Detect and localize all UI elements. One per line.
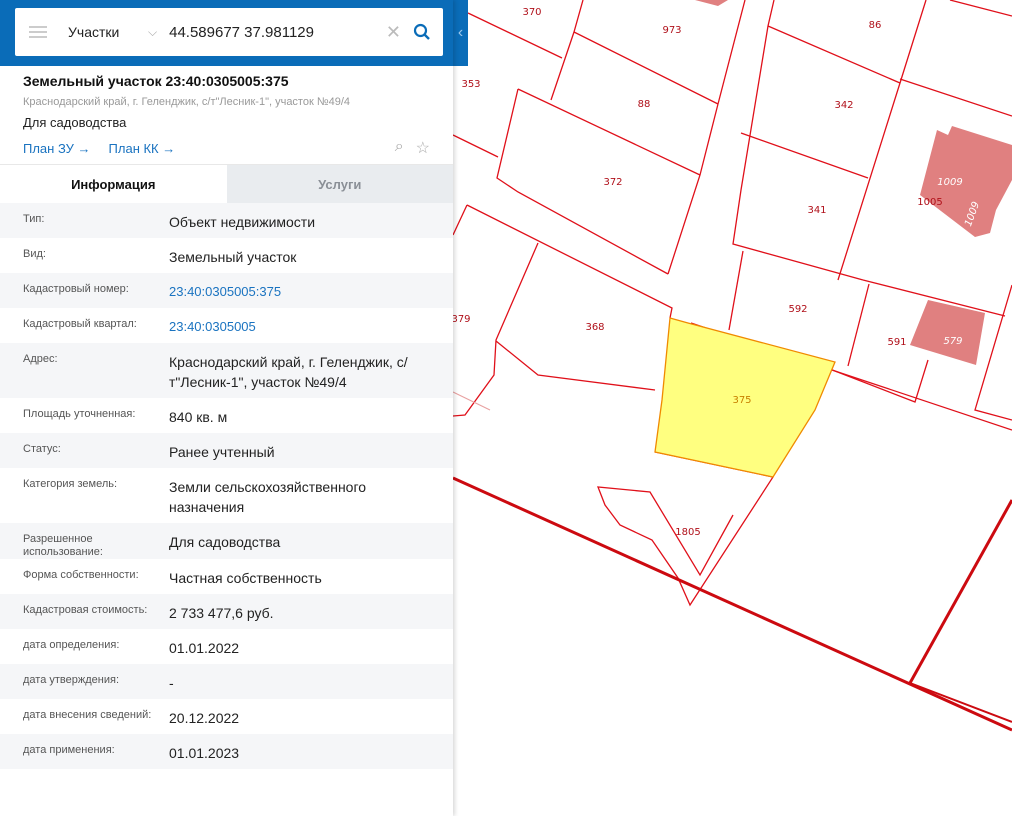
info-row: дата внесения сведений: 20.12.2022 [0, 699, 453, 734]
info-value: 2 733 477,6 руб. [169, 605, 274, 621]
clear-icon[interactable]: ✕ [385, 21, 401, 42]
info-value: Объект недвижимости [169, 214, 316, 230]
info-label: Адрес: [23, 353, 58, 365]
chevron-down-icon[interactable]: ⌵ [148, 24, 158, 39]
svg-text:579: 579 [943, 336, 962, 347]
object-title: Земельный участок 23:40:0305005:375 [23, 73, 289, 89]
info-row: дата утверждения: - [0, 664, 453, 699]
info-label: дата применения: [23, 744, 115, 756]
zoom-to-object-icon[interactable]: ⌕ [394, 138, 404, 155]
info-value: Земли сельскохозяйственного назначения [169, 479, 367, 515]
info-label: Кадастровая стоимость: [23, 604, 148, 616]
object-card: Земельный участок 23:40:0305005:375 Крас… [0, 66, 453, 158]
plan-zu-link[interactable]: План ЗУ → [23, 140, 91, 156]
svg-text:379: 379 [451, 314, 470, 325]
plan-kk-link[interactable]: План КК → [108, 140, 176, 156]
info-row: Кадастровая стоимость: 2 733 477,6 руб. [0, 594, 453, 629]
layer-select[interactable]: Участки [68, 24, 120, 40]
svg-text:88: 88 [638, 99, 651, 110]
info-row: Адрес: Краснодарский край, г. Геленджик, … [0, 343, 453, 398]
info-value[interactable]: 23:40:0305005:375 [169, 284, 282, 299]
info-row: Форма собственности: Частная собственност… [0, 559, 453, 594]
info-value: 01.01.2022 [169, 640, 240, 656]
info-value: Земельный участок [169, 249, 297, 265]
svg-text:353: 353 [461, 79, 480, 90]
info-row: дата применения: 01.01.2023 [0, 734, 453, 769]
svg-text:591: 591 [887, 337, 906, 348]
info-panel: Участки ⌵ 44.589677 37.981129 ✕ Земельны… [0, 0, 453, 816]
svg-text:592: 592 [788, 304, 807, 315]
info-label: дата внесения сведений: [23, 709, 152, 721]
chevron-left-icon: ‹ [457, 24, 464, 41]
info-value: Ранее учтенный [169, 444, 275, 460]
info-row: Разрешенное использование: Для садоводств… [0, 523, 453, 559]
buildings [695, 0, 1012, 365]
info-value: 01.01.2023 [169, 745, 240, 761]
svg-text:370: 370 [522, 7, 541, 18]
svg-text:375: 375 [732, 395, 751, 406]
info-value: Частная собственность [169, 570, 322, 586]
svg-text:973: 973 [662, 25, 681, 36]
star-icon[interactable]: ☆ [415, 140, 430, 157]
info-row: Тип: Объект недвижимости [0, 203, 453, 238]
search-input[interactable]: 44.589677 37.981129 [169, 23, 314, 41]
object-address: Краснодарский край, г. Геленджик, с/т"Ле… [23, 96, 351, 108]
info-label: Кадастровый номер: [23, 283, 129, 295]
info-label: Форма собственности: [23, 569, 139, 581]
info-row: Площадь уточненная: 840 кв. м [0, 398, 453, 433]
info-label: дата определения: [23, 639, 120, 651]
info-label: Категория земель: [23, 478, 118, 490]
info-label: Тип: [23, 213, 45, 225]
info-label: Вид: [23, 248, 46, 260]
svg-text:1805: 1805 [675, 527, 700, 538]
search-bar: Участки ⌵ 44.589677 37.981129 ✕ [0, 0, 453, 66]
info-row: Категория земель: Земли сельскохозяйствен… [0, 468, 453, 523]
info-row: Кадастровый номер: 23:40:0305005:375 [0, 273, 453, 308]
svg-text:342: 342 [834, 100, 853, 111]
svg-text:1009: 1009 [937, 177, 962, 188]
search-icon[interactable] [413, 23, 431, 41]
parcel-375 [654, 317, 836, 478]
info-label: Площадь уточненная: [23, 408, 136, 420]
info-row: Кадастровый квартал: 23:40:0305005 [0, 308, 453, 343]
info-value: - [169, 675, 174, 691]
info-value: Для садоводства [169, 534, 281, 550]
info-label: Статус: [23, 443, 61, 455]
menu-icon[interactable] [29, 26, 47, 38]
tab-services[interactable]: Услуги [226, 165, 453, 203]
info-row: Статус: Ранее учтенный [0, 433, 453, 468]
tab-information[interactable]: Информация [0, 165, 227, 203]
svg-text:368: 368 [585, 322, 604, 333]
info-value[interactable]: 23:40:0305005 [169, 319, 256, 334]
info-label: Разрешенное использование: [23, 533, 103, 558]
info-value: 840 кв. м [169, 409, 228, 425]
collapse-panel-button[interactable]: ‹ [453, 0, 468, 66]
svg-text:86: 86 [869, 20, 882, 31]
info-row: Вид: Земельный участок [0, 238, 453, 273]
info-row: дата определения: 01.01.2022 [0, 629, 453, 664]
svg-text:1005: 1005 [917, 197, 942, 208]
svg-text:372: 372 [603, 177, 622, 188]
svg-text:341: 341 [807, 205, 826, 216]
info-table: Тип: Объект недвижимости Вид: Земельный уча… [0, 203, 453, 769]
info-value: Краснодарский край, г. Геленджик, с/т"Ле… [169, 354, 408, 390]
info-value: 20.12.2022 [169, 710, 240, 726]
object-purpose: Для садоводства [23, 115, 127, 130]
info-label: Кадастровый квартал: [23, 318, 137, 330]
info-label: дата утверждения: [23, 674, 120, 686]
